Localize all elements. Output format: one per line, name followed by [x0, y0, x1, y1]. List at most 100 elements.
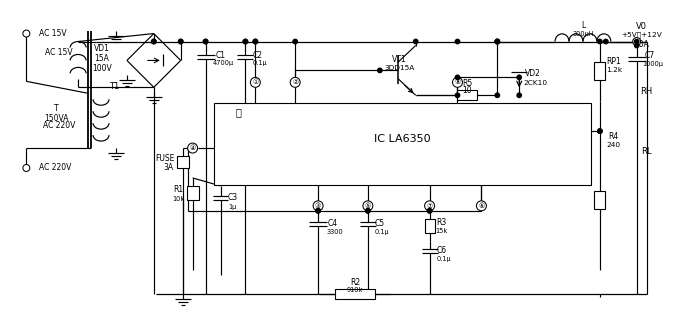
Bar: [187, 186, 199, 200]
Circle shape: [413, 39, 418, 44]
Circle shape: [203, 39, 208, 44]
Circle shape: [634, 43, 639, 48]
Circle shape: [495, 93, 500, 98]
Text: ⑦: ⑦: [426, 203, 432, 209]
Text: R2: R2: [350, 278, 360, 287]
Text: 150VA: 150VA: [44, 114, 69, 123]
Text: T1: T1: [109, 82, 119, 91]
Text: IC LA6350: IC LA6350: [374, 134, 430, 144]
Text: R5: R5: [462, 79, 473, 88]
Circle shape: [598, 129, 602, 133]
Text: 240: 240: [607, 142, 621, 148]
Text: FUSE: FUSE: [155, 153, 175, 162]
Text: L: L: [581, 21, 585, 30]
Text: 10A: 10A: [634, 40, 649, 49]
Circle shape: [243, 39, 248, 44]
Circle shape: [517, 93, 522, 98]
Circle shape: [23, 30, 30, 37]
Circle shape: [250, 78, 260, 87]
Circle shape: [23, 164, 30, 172]
Circle shape: [428, 209, 432, 213]
Circle shape: [604, 39, 608, 44]
Bar: [424, 219, 435, 233]
Text: ①: ①: [252, 79, 258, 85]
Text: 0.1μ: 0.1μ: [253, 60, 268, 67]
Text: 2CK10: 2CK10: [523, 80, 547, 86]
Circle shape: [456, 93, 460, 98]
Circle shape: [316, 209, 320, 213]
Text: ⑤: ⑤: [364, 203, 371, 209]
Text: C6: C6: [437, 246, 447, 255]
Text: 10: 10: [462, 86, 473, 95]
Circle shape: [363, 201, 373, 211]
Text: ⑥: ⑥: [478, 203, 485, 209]
Text: 15k: 15k: [435, 228, 447, 234]
Text: 15A: 15A: [95, 54, 109, 63]
Text: RL: RL: [641, 147, 652, 156]
Text: 3300: 3300: [326, 229, 343, 235]
Circle shape: [456, 39, 460, 44]
Text: 1μ: 1μ: [228, 204, 237, 210]
Circle shape: [634, 39, 639, 44]
Circle shape: [253, 39, 258, 44]
Text: 0.1μ: 0.1μ: [375, 229, 389, 235]
Circle shape: [424, 201, 435, 211]
Bar: [458, 90, 477, 100]
Text: ④: ④: [190, 145, 196, 151]
Bar: [335, 289, 375, 299]
Circle shape: [203, 39, 208, 44]
Text: R4: R4: [609, 131, 619, 141]
Text: V0: V0: [636, 22, 647, 31]
Circle shape: [428, 209, 432, 213]
Text: 0.1μ: 0.1μ: [437, 255, 451, 262]
Circle shape: [243, 39, 248, 44]
Circle shape: [377, 68, 382, 73]
Bar: [214, 103, 591, 185]
Text: 300μH: 300μH: [572, 31, 594, 36]
Text: ③: ③: [315, 203, 321, 209]
Circle shape: [178, 39, 183, 44]
Text: C5: C5: [375, 219, 385, 228]
Text: C3: C3: [227, 193, 237, 202]
Circle shape: [316, 209, 320, 213]
Text: R1: R1: [173, 185, 184, 194]
Circle shape: [152, 39, 156, 44]
Circle shape: [293, 39, 297, 44]
Text: VD1: VD1: [94, 44, 110, 53]
Text: C2: C2: [252, 51, 262, 60]
Circle shape: [152, 39, 156, 44]
Circle shape: [598, 39, 602, 44]
Circle shape: [313, 201, 323, 211]
Text: +5V～+12V: +5V～+12V: [622, 31, 662, 38]
Circle shape: [452, 78, 462, 87]
Bar: [594, 191, 605, 209]
Circle shape: [495, 39, 500, 44]
Text: RP1: RP1: [607, 57, 622, 66]
Text: ②: ②: [292, 79, 299, 85]
Circle shape: [598, 129, 602, 133]
Bar: [177, 156, 188, 168]
Circle shape: [253, 39, 258, 44]
Circle shape: [178, 39, 183, 44]
Text: R3: R3: [437, 218, 447, 227]
Text: 3DD15A: 3DD15A: [385, 65, 415, 71]
Circle shape: [632, 37, 641, 46]
Text: 4700μ: 4700μ: [213, 60, 234, 67]
Text: 1000μ: 1000μ: [642, 61, 663, 68]
Text: ⑧: ⑧: [454, 79, 460, 85]
Text: 100V: 100V: [92, 64, 112, 73]
Text: RH: RH: [641, 87, 653, 96]
Circle shape: [366, 209, 370, 213]
Circle shape: [477, 201, 486, 211]
Text: C7: C7: [645, 51, 655, 60]
Text: T: T: [54, 104, 58, 113]
Text: VD2: VD2: [525, 69, 541, 78]
Text: 1.2k: 1.2k: [606, 68, 622, 73]
Circle shape: [290, 78, 300, 87]
Text: AC 15V: AC 15V: [39, 29, 67, 38]
Text: 910k: 910k: [347, 287, 363, 293]
Text: 3A: 3A: [164, 163, 174, 172]
Circle shape: [188, 143, 198, 153]
Circle shape: [495, 39, 500, 44]
Text: 10k: 10k: [173, 196, 185, 202]
